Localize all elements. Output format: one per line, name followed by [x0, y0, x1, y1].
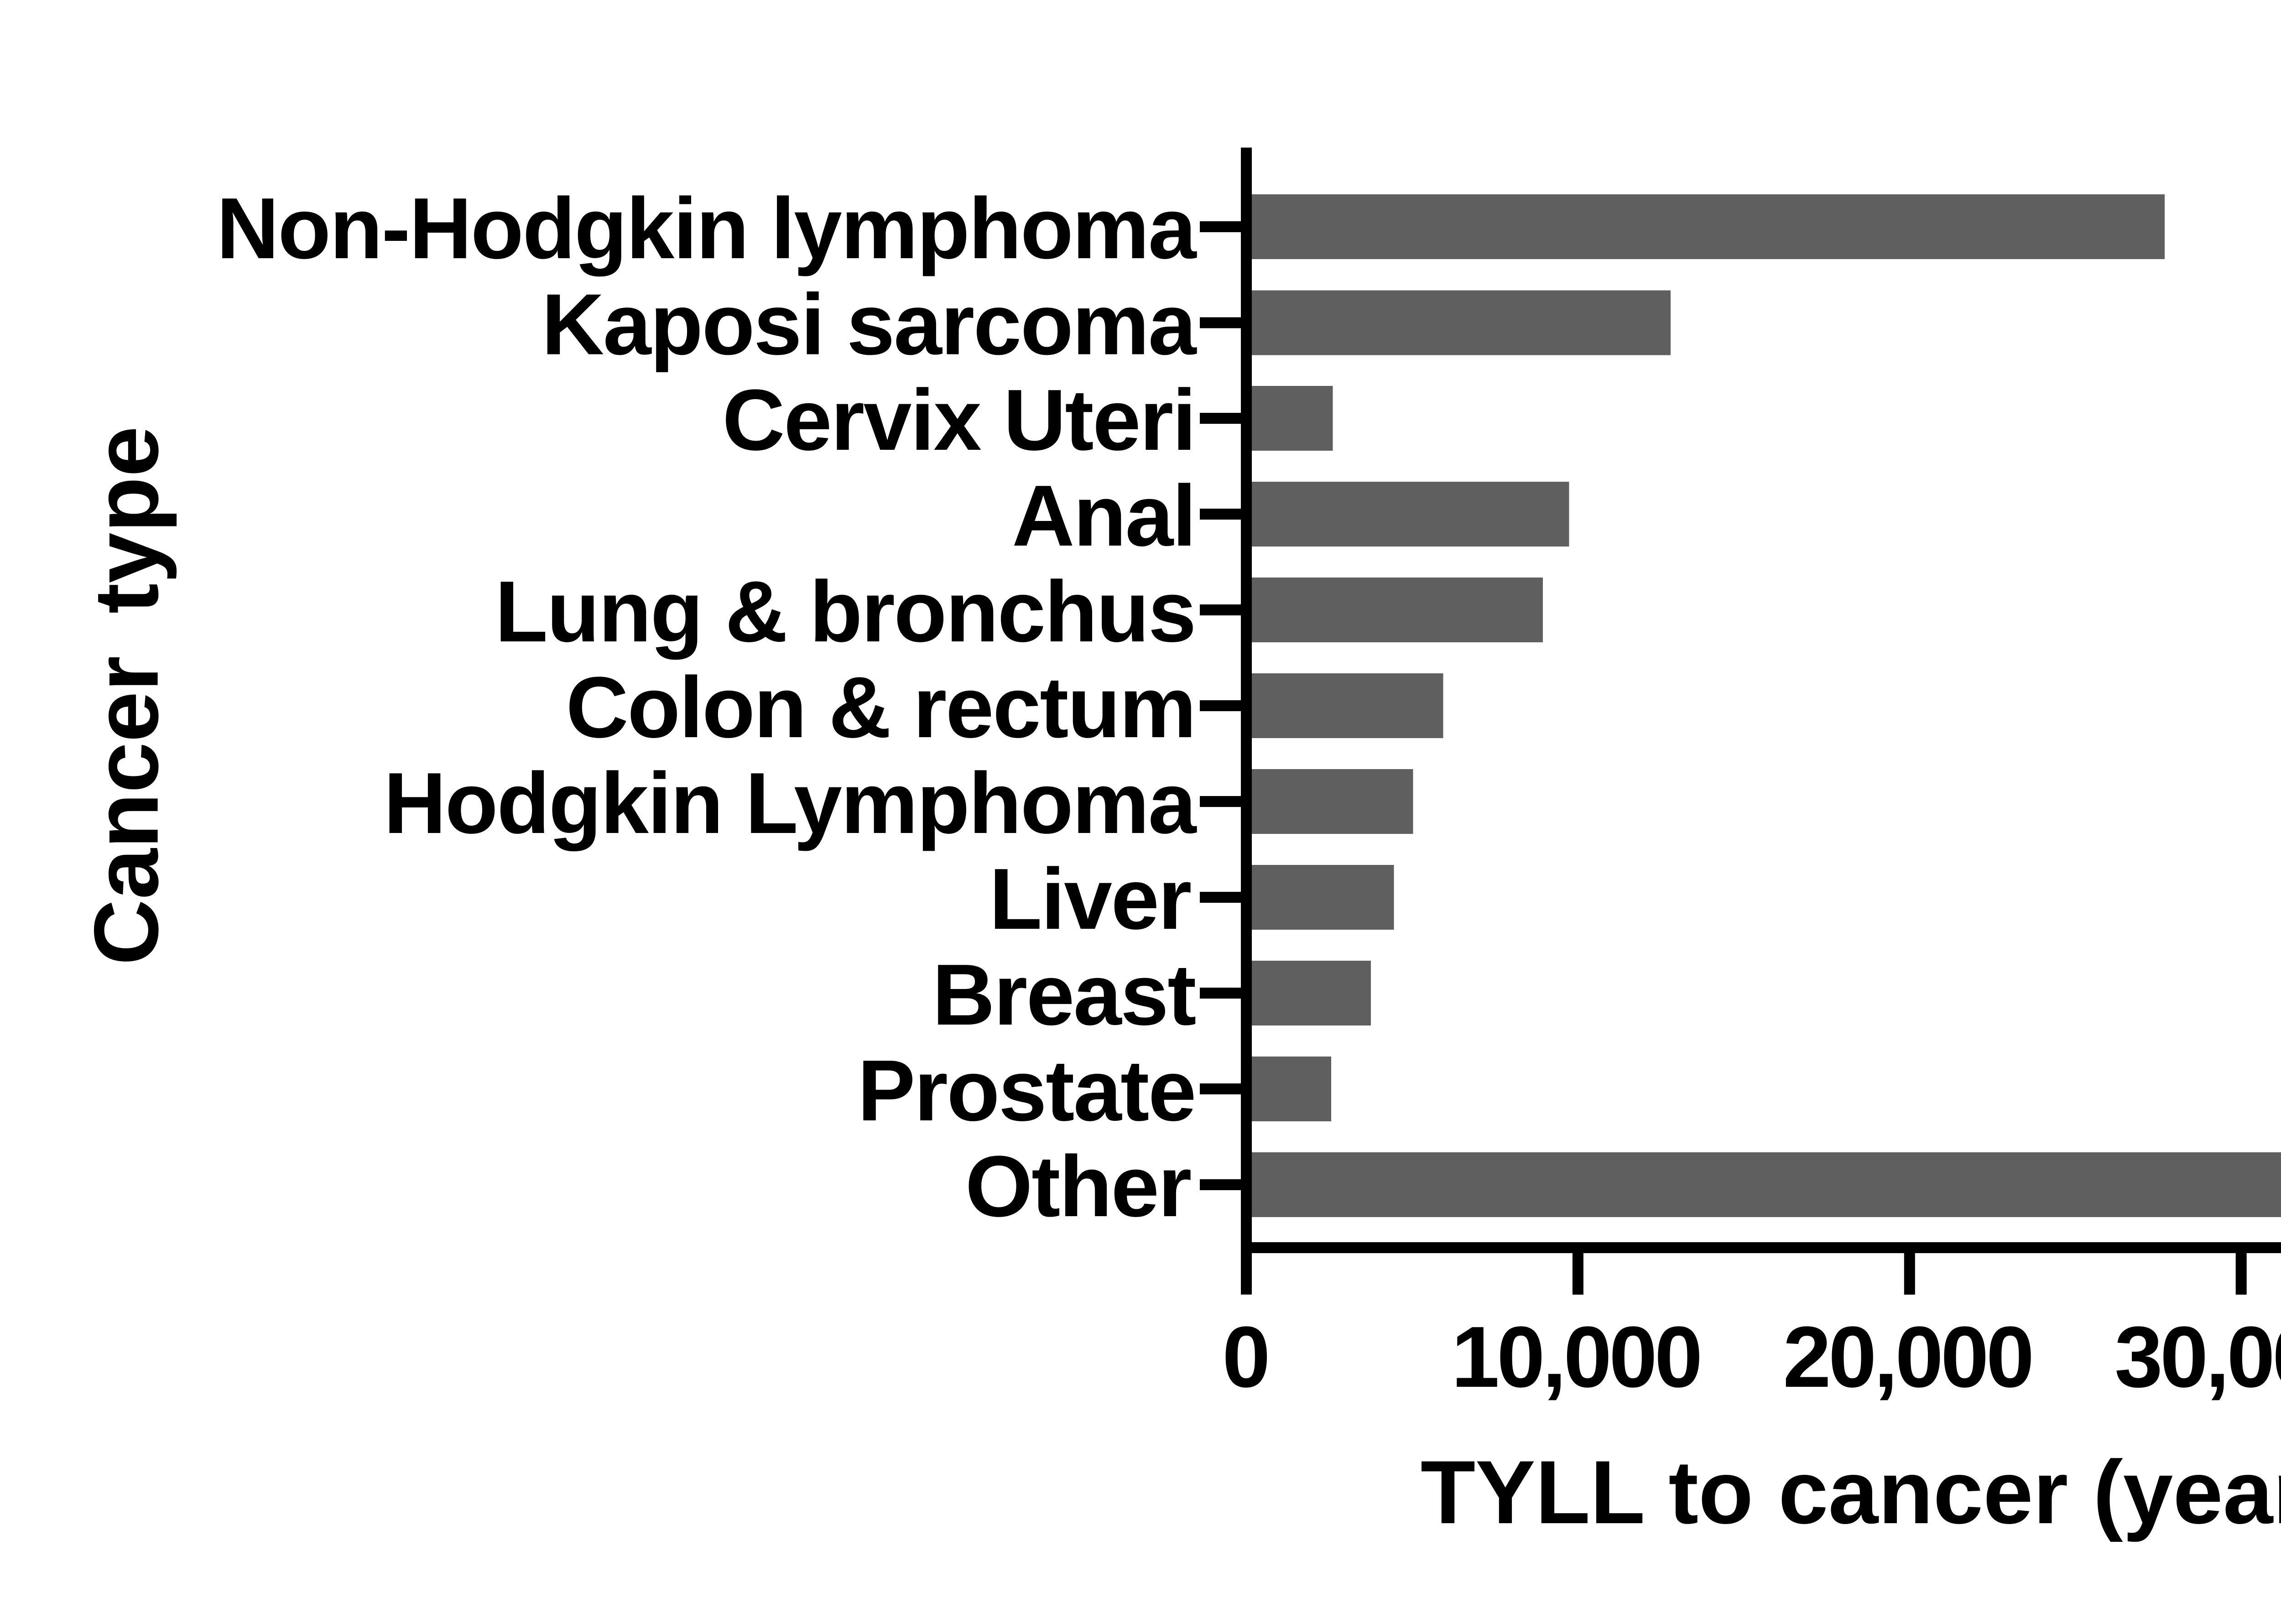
svg-text:Cervix Uteri: Cervix Uteri — [722, 372, 1195, 468]
svg-text:Colon & rectum: Colon & rectum — [566, 659, 1195, 756]
svg-text:20,000: 20,000 — [1783, 1309, 2031, 1405]
svg-text:TYLL to cancer (years): TYLL to cancer (years) — [1421, 1442, 2281, 1542]
svg-text:30,000: 30,000 — [2114, 1309, 2281, 1405]
svg-text:Prostate: Prostate — [858, 1042, 1195, 1139]
svg-text:Liver: Liver — [989, 851, 1191, 947]
svg-text:Kaposi sarcoma: Kaposi sarcoma — [542, 276, 1197, 373]
svg-text:Lung & bronchus: Lung & bronchus — [495, 563, 1195, 660]
svg-text:Cancer type: Cancer type — [76, 426, 177, 965]
svg-text:Hodgkin Lymphoma: Hodgkin Lymphoma — [384, 755, 1197, 852]
svg-text:Breast: Breast — [932, 947, 1196, 1043]
svg-text:Non-Hodgkin lymphoma: Non-Hodgkin lymphoma — [217, 180, 1197, 277]
svg-text:10,000: 10,000 — [1451, 1309, 1700, 1405]
svg-text:Other: Other — [965, 1138, 1191, 1235]
svg-text:0: 0 — [1222, 1309, 1271, 1405]
svg-text:Anal: Anal — [1012, 468, 1195, 564]
